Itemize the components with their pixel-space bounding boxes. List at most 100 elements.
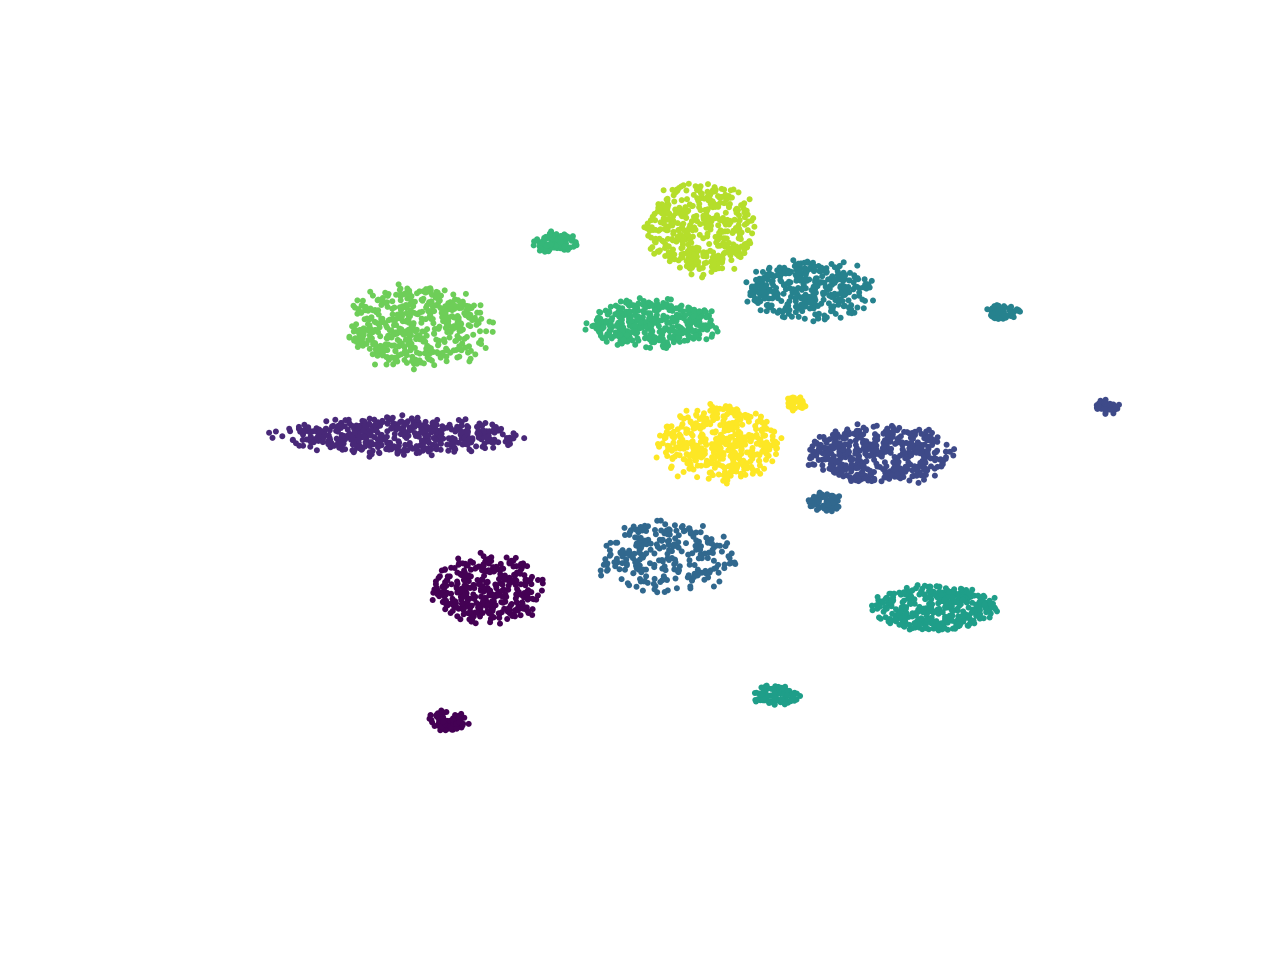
scatter-point <box>675 323 682 330</box>
scatter-point <box>970 617 977 624</box>
scatter-point <box>646 315 653 322</box>
scatter-point <box>368 451 375 458</box>
scatter-point <box>583 320 590 327</box>
scatter-point <box>902 615 908 622</box>
scatter-point <box>408 415 415 422</box>
scatter-point <box>522 582 529 589</box>
scatter-point <box>931 449 938 456</box>
scatter-point <box>956 621 963 627</box>
scatter-point <box>384 420 391 427</box>
scatter-point <box>437 354 444 361</box>
scatter-point <box>435 342 441 349</box>
scatter-point <box>854 428 861 435</box>
scatter-point <box>778 278 785 285</box>
scatter-point <box>671 522 678 529</box>
scatter-point <box>732 449 738 456</box>
scatter-point <box>668 465 674 471</box>
scatter-point <box>823 507 830 514</box>
scatter-point <box>307 433 314 440</box>
scatter-point <box>366 345 373 352</box>
scatter-point <box>828 508 835 515</box>
scatter-point <box>735 207 741 213</box>
scatter-point <box>798 305 804 311</box>
scatter-point <box>539 576 546 583</box>
scatter-point <box>889 433 896 440</box>
scatter-point <box>925 594 932 601</box>
scatter-point <box>509 613 516 619</box>
scatter-point <box>465 572 472 579</box>
scatter-point <box>502 438 509 445</box>
scatter-point <box>582 326 589 333</box>
scatter-point <box>706 569 713 576</box>
scatter-point <box>379 297 386 304</box>
scatter-point <box>752 283 759 290</box>
scatter-point <box>732 412 739 419</box>
scatter-point <box>808 287 815 294</box>
scatter-point <box>637 319 644 326</box>
scatter-point <box>669 186 676 193</box>
scatter-point <box>683 187 690 194</box>
scatter-point <box>762 283 769 290</box>
scatter-point <box>902 455 909 462</box>
scatter-point <box>944 626 951 633</box>
scatter-point <box>683 318 690 325</box>
scatter-point <box>716 194 723 201</box>
scatter-point <box>778 696 785 703</box>
scatter-point <box>831 434 838 441</box>
scatter-point <box>473 609 480 616</box>
scatter-point <box>832 440 839 447</box>
scatter-point <box>694 218 701 225</box>
scatter-point <box>432 426 439 433</box>
scatter-point <box>778 435 785 442</box>
scatter-point <box>702 309 709 315</box>
cluster-c02 <box>426 707 472 734</box>
scatter-point <box>499 565 506 572</box>
scatter-point <box>436 297 443 304</box>
scatter-point <box>862 427 869 434</box>
scatter-point <box>908 450 915 457</box>
scatter-point <box>769 458 776 465</box>
scatter-point <box>857 434 864 441</box>
scatter-point <box>454 589 461 596</box>
scatter-point <box>651 334 658 341</box>
scatter-point <box>932 457 938 464</box>
scatter-point <box>489 421 496 428</box>
scatter-point <box>637 325 644 332</box>
scatter-point <box>614 311 621 318</box>
scatter-point <box>393 291 400 298</box>
scatter-point <box>427 427 434 434</box>
scatter-point <box>975 592 981 599</box>
scatter-point <box>693 412 700 419</box>
scatter-point <box>855 276 862 283</box>
scatter-point <box>431 330 438 337</box>
scatter-point <box>914 465 921 472</box>
scatter-point <box>607 327 614 333</box>
scatter-point <box>890 426 897 433</box>
scatter-point <box>836 451 843 458</box>
scatter-point <box>598 572 605 579</box>
scatter-point <box>709 429 716 436</box>
scatter-point <box>738 470 744 477</box>
scatter-point <box>414 290 420 297</box>
scatter-point <box>891 590 898 597</box>
scatter-point <box>279 433 286 440</box>
scatter-point <box>728 442 735 449</box>
scatter-point <box>421 350 428 357</box>
scatter-point <box>936 623 943 630</box>
scatter-point <box>494 592 501 599</box>
scatter-point <box>854 456 861 463</box>
scatter-point <box>428 452 435 459</box>
scatter-point <box>647 217 654 224</box>
scatter-point <box>720 436 727 443</box>
scatter-point <box>391 342 398 349</box>
scatter-point <box>747 413 754 420</box>
scatter-point <box>980 615 987 622</box>
scatter-point <box>678 197 685 204</box>
scatter-point <box>709 331 716 338</box>
scatter-point <box>757 470 764 477</box>
scatter-point <box>626 299 633 306</box>
scatter-point <box>450 325 457 332</box>
scatter-point <box>467 558 474 565</box>
scatter-point <box>414 447 421 454</box>
scatter-point <box>357 432 364 439</box>
